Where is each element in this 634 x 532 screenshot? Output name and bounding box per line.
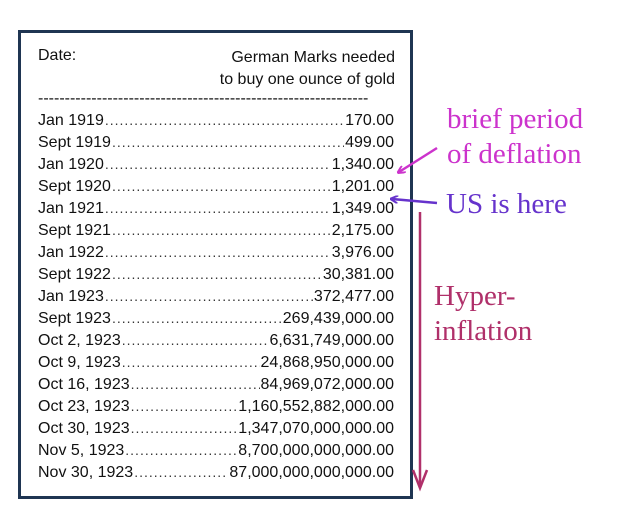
table-row: Oct 23, 1923............................… — [38, 398, 394, 420]
row-date: Oct 2, 1923 — [38, 332, 121, 349]
deflation-arrow — [399, 146, 438, 172]
row-date: Nov 5, 1923 — [38, 442, 125, 459]
gold-price-table: Date: German Marks needed to buy one oun… — [18, 30, 413, 499]
value-column-header: German Marks needed to buy one ounce of … — [220, 47, 395, 91]
row-value: 8,700,000,000,000.00 — [238, 442, 394, 459]
hyperinflation-arrow — [411, 212, 429, 492]
row-leader-dots: ........................................… — [111, 266, 322, 282]
hyperinflation-annotation: Hyper- inflation — [434, 279, 532, 349]
us-here-annotation: US is here — [446, 188, 567, 220]
date-column-header: Date: — [38, 47, 77, 64]
table-row: Sept 1919...............................… — [38, 134, 394, 156]
table-row: Oct 16, 1923............................… — [38, 376, 394, 398]
table-row: Oct 2, 1923.............................… — [38, 332, 394, 354]
table-row: Jan 1921................................… — [38, 200, 394, 222]
row-date: Nov 30, 1923 — [38, 464, 134, 481]
deflation-line-2: of deflation — [447, 138, 582, 170]
table-row: Jan 1923................................… — [38, 288, 394, 310]
row-date: Oct 16, 1923 — [38, 376, 130, 393]
table-row: Sept 1922...............................… — [38, 266, 394, 288]
row-value: 1,347,070,000,000.00 — [238, 420, 394, 437]
row-value: 372,477.00 — [313, 288, 394, 305]
row-date: Jan 1923 — [38, 288, 104, 305]
row-date: Sept 1920 — [38, 178, 111, 195]
row-leader-dots: ........................................… — [111, 310, 282, 326]
row-date: Oct 9, 1923 — [38, 354, 121, 371]
row-leader-dots: ........................................… — [111, 178, 331, 194]
row-date: Sept 1923 — [38, 310, 111, 327]
row-date: Oct 23, 1923 — [38, 398, 130, 415]
row-leader-dots: ........................................… — [130, 398, 238, 414]
table-row: Oct 9, 1923.............................… — [38, 354, 394, 376]
row-value: 1,340.00 — [331, 156, 394, 173]
row-value: 84,969,072,000.00 — [260, 376, 394, 393]
header-separator: ----------------------------------------… — [38, 90, 369, 107]
row-leader-dots: ........................................… — [104, 156, 331, 172]
row-value: 3,976.00 — [331, 244, 394, 261]
row-value: 170.00 — [345, 112, 394, 129]
deflation-line-1: brief period — [447, 103, 584, 135]
row-value: 2,175.00 — [331, 222, 394, 239]
row-leader-dots: ........................................… — [104, 244, 331, 260]
table-row: Nov 5, 1923.............................… — [38, 442, 394, 464]
row-leader-dots: ........................................… — [104, 200, 331, 216]
table-row: Nov 30, 1923............................… — [38, 464, 394, 486]
row-leader-dots: ........................................… — [111, 134, 344, 150]
value-header-line-1: German Marks needed — [231, 49, 395, 66]
row-leader-dots: ........................................… — [121, 354, 260, 370]
row-date: Oct 30, 1923 — [38, 420, 130, 437]
hyper-line-2: inflation — [434, 315, 533, 347]
row-value: 499.00 — [345, 134, 394, 151]
table-row: Jan 1922................................… — [38, 244, 394, 266]
row-leader-dots: ........................................… — [111, 222, 331, 238]
table-row: Sept 1920...............................… — [38, 178, 394, 200]
row-date: Jan 1921 — [38, 200, 104, 217]
row-date: Jan 1919 — [38, 112, 104, 129]
row-date: Sept 1921 — [38, 222, 111, 239]
row-leader-dots: ........................................… — [125, 442, 238, 458]
row-leader-dots: ........................................… — [134, 464, 229, 480]
deflation-annotation: brief period of deflation — [447, 102, 583, 172]
row-value: 1,201.00 — [331, 178, 394, 195]
value-header-line-2: to buy one ounce of gold — [219, 71, 395, 88]
row-value: 24,868,950,000.00 — [260, 354, 394, 371]
row-value: 6,631,749,000.00 — [269, 332, 394, 349]
row-date: Jan 1922 — [38, 244, 104, 261]
row-value: 30,381.00 — [322, 266, 394, 283]
row-date: Jan 1920 — [38, 156, 104, 173]
row-value: 1,160,552,882,000.00 — [238, 398, 394, 415]
table-row: Sept 1923...............................… — [38, 310, 394, 332]
row-leader-dots: ........................................… — [104, 288, 313, 304]
row-leader-dots: ........................................… — [130, 376, 260, 392]
us-here-arrow — [392, 199, 438, 205]
table-row: Oct 30, 1923............................… — [38, 420, 394, 442]
row-date: Sept 1922 — [38, 266, 111, 283]
row-leader-dots: ........................................… — [121, 332, 269, 348]
table-row: Jan 1920................................… — [38, 156, 394, 178]
row-date: Sept 1919 — [38, 134, 111, 151]
table-rows: Jan 1919................................… — [38, 112, 394, 486]
row-value: 269,439,000.00 — [282, 310, 394, 327]
row-leader-dots: ........................................… — [104, 112, 345, 128]
row-leader-dots: ........................................… — [130, 420, 238, 436]
table-row: Sept 1921...............................… — [38, 222, 394, 244]
hyper-line-1: Hyper- — [434, 280, 516, 312]
row-value: 1,349.00 — [331, 200, 394, 217]
row-value: 87,000,000,000,000.00 — [229, 464, 394, 481]
table-row: Jan 1919................................… — [38, 112, 394, 134]
